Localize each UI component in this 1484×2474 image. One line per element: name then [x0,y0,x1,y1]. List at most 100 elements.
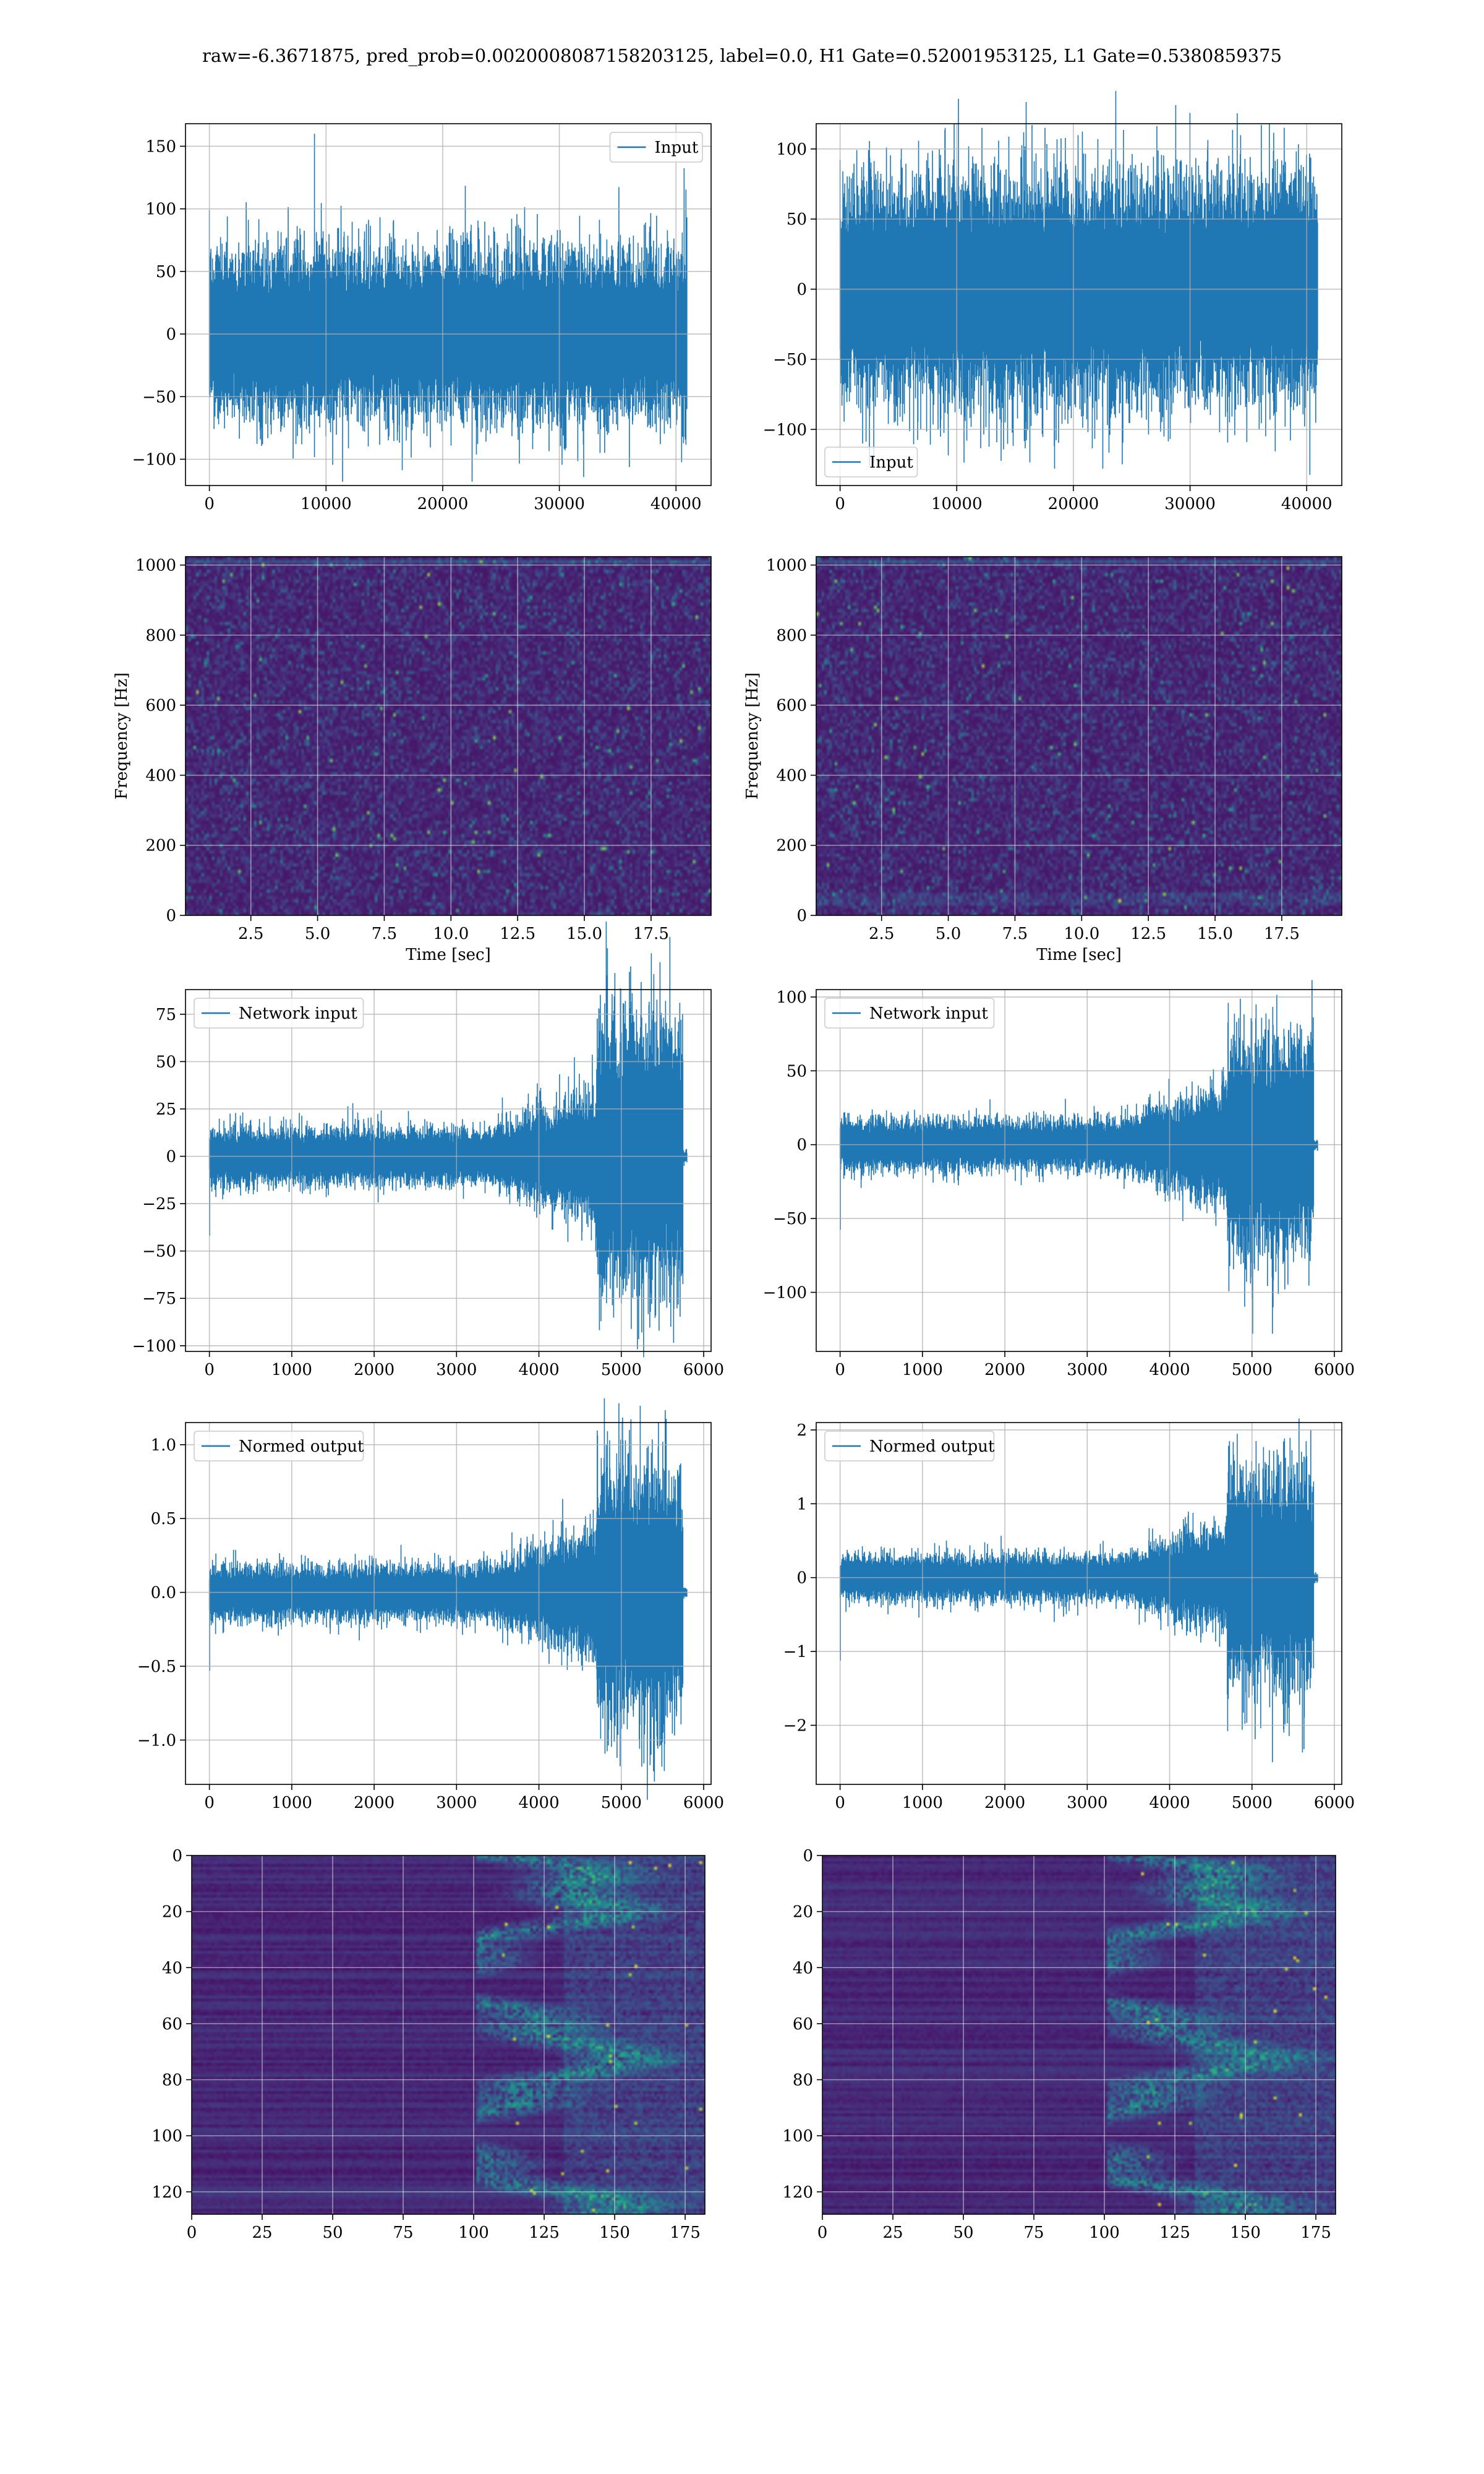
h1-network-input-xtick-label: 2000 [354,1361,394,1379]
l1-qtransform-xtick-label: 25 [882,2224,903,2242]
l1-qtransform-ytick-label: 0 [803,1847,813,1865]
l1-qtransform-heatmap-cells [822,1856,1336,2214]
l1-spectrogram-xlabel: Time [sec] [1036,946,1122,964]
l1-input-ytick-label: 100 [776,140,807,159]
h1-normed-output-xtick-label: 5000 [601,1794,642,1812]
l1-normed-output-xtick-label: 4000 [1149,1794,1190,1812]
l1-input-ytick-label: 50 [787,210,807,229]
l1-normed-output-ytick-label: 0 [796,1569,807,1588]
l1-qtransform-xtick-label: 175 [1300,2224,1331,2242]
l1-network-input-ytick-label: 50 [787,1062,807,1081]
h1-normed-output-ytick-label: −1.0 [137,1731,176,1750]
l1-input-xtick-label: 20000 [1048,495,1099,513]
l1-input-ytick-label: −100 [763,421,807,439]
h1-input-ytick-label: 50 [156,263,176,281]
l1-input-ytick-label: −50 [773,351,807,369]
l1-network-input-legend: Network input [824,998,995,1029]
h1-normed-output-frame [185,1422,712,1785]
h1-network-input-series-line [208,921,688,1358]
h1-input-series-line [208,134,688,482]
h1-network-input-xtick-label: 0 [204,1361,215,1379]
l1-normed-output-ytick-label: 1 [796,1495,807,1513]
h1-qtransform-axes: 0 25 50 75 100 125 150 175 0 20 40 60 80 100 120 [151,1847,706,2242]
l1-qtransform-ytick-label: 120 [782,2183,813,2202]
h1-normed-output-xtick-label: 0 [204,1794,215,1812]
l1-spectrogram-ytick-label: 600 [776,696,807,715]
l1-input-legend: Input [824,447,918,477]
h1-spectrogram-heatmap-cells [186,557,711,915]
h1-qtransform-xtick-label: 50 [322,2224,343,2242]
h1-spectrogram-ylabel: Frequency [Hz] [113,672,131,800]
l1-spectrogram-xtick-label: 15.0 [1197,925,1233,943]
l1-network-input-xtick-label: 5000 [1232,1361,1273,1379]
h1-network-input-axes: 0 1000 2000 3000 4000 5000 6000 −100 −75 −50 −25 0 2… [132,921,724,1379]
l1-normed-output-ytick-label: 2 [796,1421,807,1440]
l1-input-legend-label: Input [869,453,913,472]
h1-input-legend-box [609,132,703,163]
h1-spectrogram-xtick-label: 10.0 [433,925,469,943]
l1-normed-output-frame [816,1422,1342,1785]
h1-qtransform-heatmap-cells [192,1856,705,2214]
h1-spectrogram-axes: 2.5 5.0 7.5 10.0 12.5 15.0 17.5 0 200 400 600 800 10… [113,556,712,964]
l1-normed-output-xtick-label: 1000 [902,1794,943,1812]
h1-input-ytick-label: −50 [142,388,176,406]
h1-network-input-xtick-label: 4000 [518,1361,559,1379]
h1-qtransform-frame [191,1855,706,2215]
l1-spectrogram-heatmap-cells [816,557,1342,915]
l1-normed-output-xtick-label: 0 [835,1794,845,1812]
h1-normed-output-xtick-label: 2000 [354,1794,394,1812]
l1-network-input-ytick-label: 100 [776,988,807,1007]
h1-spectrogram-ytick-label: 1000 [135,557,176,575]
h1-normed-output-axes: 0 1000 2000 3000 4000 5000 6000 −1.0 −0.5 0.0 0.5 1… [137,1398,724,1812]
h1-qtransform-ytick-label: 60 [162,2015,182,2034]
h1-input-ytick-label: −100 [132,450,176,469]
h1-input-legend: Input [609,132,703,163]
l1-spectrogram-xtick-label: 10.0 [1064,925,1099,943]
l1-network-input-xtick-label: 6000 [1314,1361,1355,1379]
h1-normed-output-xtick-label: 1000 [271,1794,312,1812]
h1-spectrogram-frame [185,556,712,916]
l1-network-input-xtick-label: 0 [835,1361,845,1379]
h1-qtransform-xtick-label: 125 [529,2224,560,2242]
l1-qtransform-ytick-label: 100 [782,2127,813,2146]
l1-input-frame [816,123,1342,486]
l1-spectrogram-xtick-label: 5.0 [936,925,961,943]
h1-network-input-xtick-label: 6000 [683,1361,724,1379]
h1-network-input-xtick-label: 3000 [436,1361,477,1379]
h1-normed-output-legend-label: Normed output [239,1437,364,1456]
l1-input-xtick-label: 10000 [931,495,983,513]
h1-spectrogram-xtick-label: 7.5 [372,925,397,943]
l1-spectrogram-ytick-label: 800 [776,627,807,645]
l1-normed-output-ytick-label: −1 [783,1643,807,1661]
l1-network-input-frame [816,989,1342,1352]
l1-spectrogram-frame [816,556,1342,916]
h1-qtransform-xtick-label: 25 [252,2224,272,2242]
h1-network-input-legend-box [194,998,364,1029]
h1-input-axes: 0 10000 20000 30000 40000 −100 −50 0 50 100 150 Inp… [132,123,712,513]
h1-normed-output-xtick-label: 3000 [436,1794,477,1812]
l1-spectrogram-xtick-label: 7.5 [1002,925,1028,943]
l1-qtransform-xtick-label: 125 [1159,2224,1190,2242]
h1-network-input-legend: Network input [194,998,364,1029]
l1-network-input-legend-label: Network input [869,1004,988,1023]
h1-spectrogram-ytick-label: 200 [145,837,176,855]
h1-network-input-frame [185,989,712,1352]
l1-normed-output-xtick-label: 2000 [984,1794,1025,1812]
h1-network-input-ytick-label: −50 [142,1243,176,1261]
h1-network-input-xtick-label: 1000 [271,1361,312,1379]
l1-normed-output-legend-label: Normed output [869,1437,995,1456]
h1-normed-output-ytick-label: 0.5 [151,1510,176,1528]
l1-spectrogram-xtick-label: 17.5 [1264,925,1300,943]
h1-qtransform-xtick-label: 100 [458,2224,489,2242]
h1-input-ytick-label: 150 [145,137,176,156]
h1-normed-output-legend-box [194,1431,364,1462]
l1-normed-output-xtick-label: 5000 [1232,1794,1273,1812]
l1-qtransform-xtick-label: 0 [817,2224,828,2242]
h1-input-frame [185,123,712,486]
h1-normed-output-xtick-label: 6000 [683,1794,724,1812]
l1-qtransform-ytick-label: 20 [793,1903,813,1922]
h1-spectrogram-ytick-label: 800 [145,627,176,645]
l1-input-ytick-label: 0 [796,281,807,299]
h1-network-input-ytick-label: 50 [156,1053,176,1071]
h1-spectrogram-xtick-label: 12.5 [500,925,535,943]
